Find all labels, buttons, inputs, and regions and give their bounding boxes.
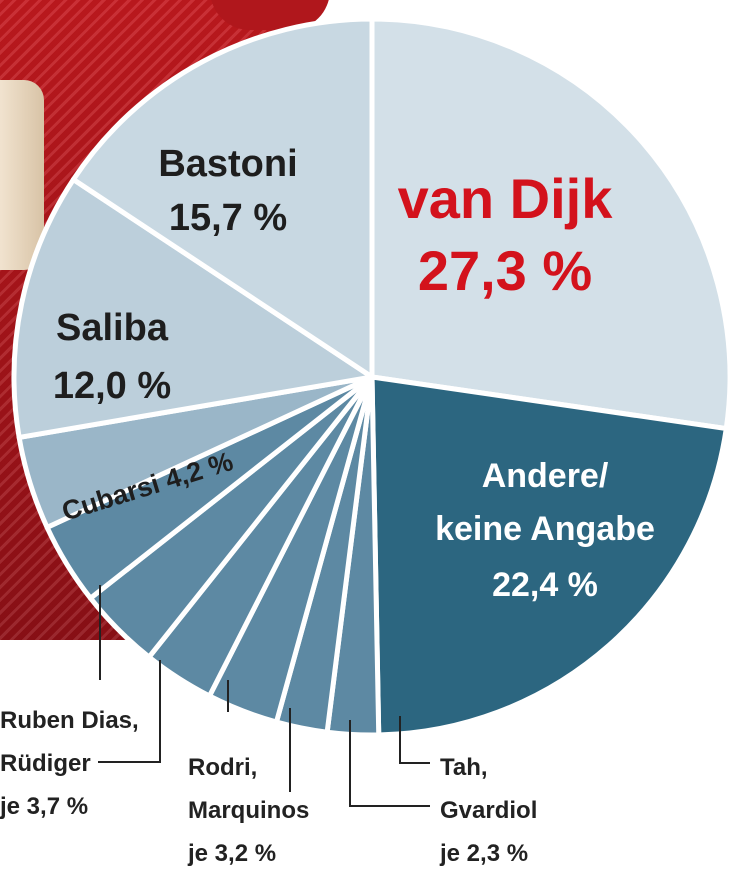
pie-slice-saliba [11, 177, 375, 440]
photo-trophy-shape [0, 80, 44, 270]
label-dias-line1: Ruben Dias, [0, 707, 139, 734]
label-saliba-name: Saliba [56, 307, 169, 349]
label-tah-line3: je 2,3 % [439, 840, 528, 867]
label-dias-line2: Rüdiger [0, 750, 91, 777]
label-rodri-line2: Marquinos [188, 797, 309, 824]
label-rodri-line3: je 3,2 % [187, 840, 276, 867]
callout-line-ruediger [98, 660, 161, 763]
label-saliba-value: 12,0 % [53, 365, 171, 407]
pie-slice-van-dijk [369, 16, 730, 432]
label-bastoni-value: 15,7 % [169, 197, 287, 239]
callout-line-gvardiol [349, 720, 430, 807]
label-tah-line2: Gvardiol [440, 797, 537, 824]
label-andere-value: 22,4 % [492, 566, 598, 604]
label-rodri-line1: Rodri, [188, 754, 257, 781]
label-tah-line1: Tah, [440, 754, 488, 781]
label-dias-line3: je 3,7 % [0, 793, 88, 820]
callout-line-tah [399, 716, 430, 764]
pie-slice-andere-keine-angabe [369, 374, 729, 738]
label-bastoni-name: Bastoni [158, 143, 297, 185]
label-van-dijk-value: 27,3 % [418, 239, 592, 302]
pie-slice-bastoni [70, 16, 375, 380]
label-van-dijk-name: van Dijk [398, 167, 614, 230]
pie-slices [11, 16, 730, 738]
label-andere-line2: keine Angabe [435, 510, 655, 548]
label-andere-line1: Andere/ [482, 457, 609, 495]
